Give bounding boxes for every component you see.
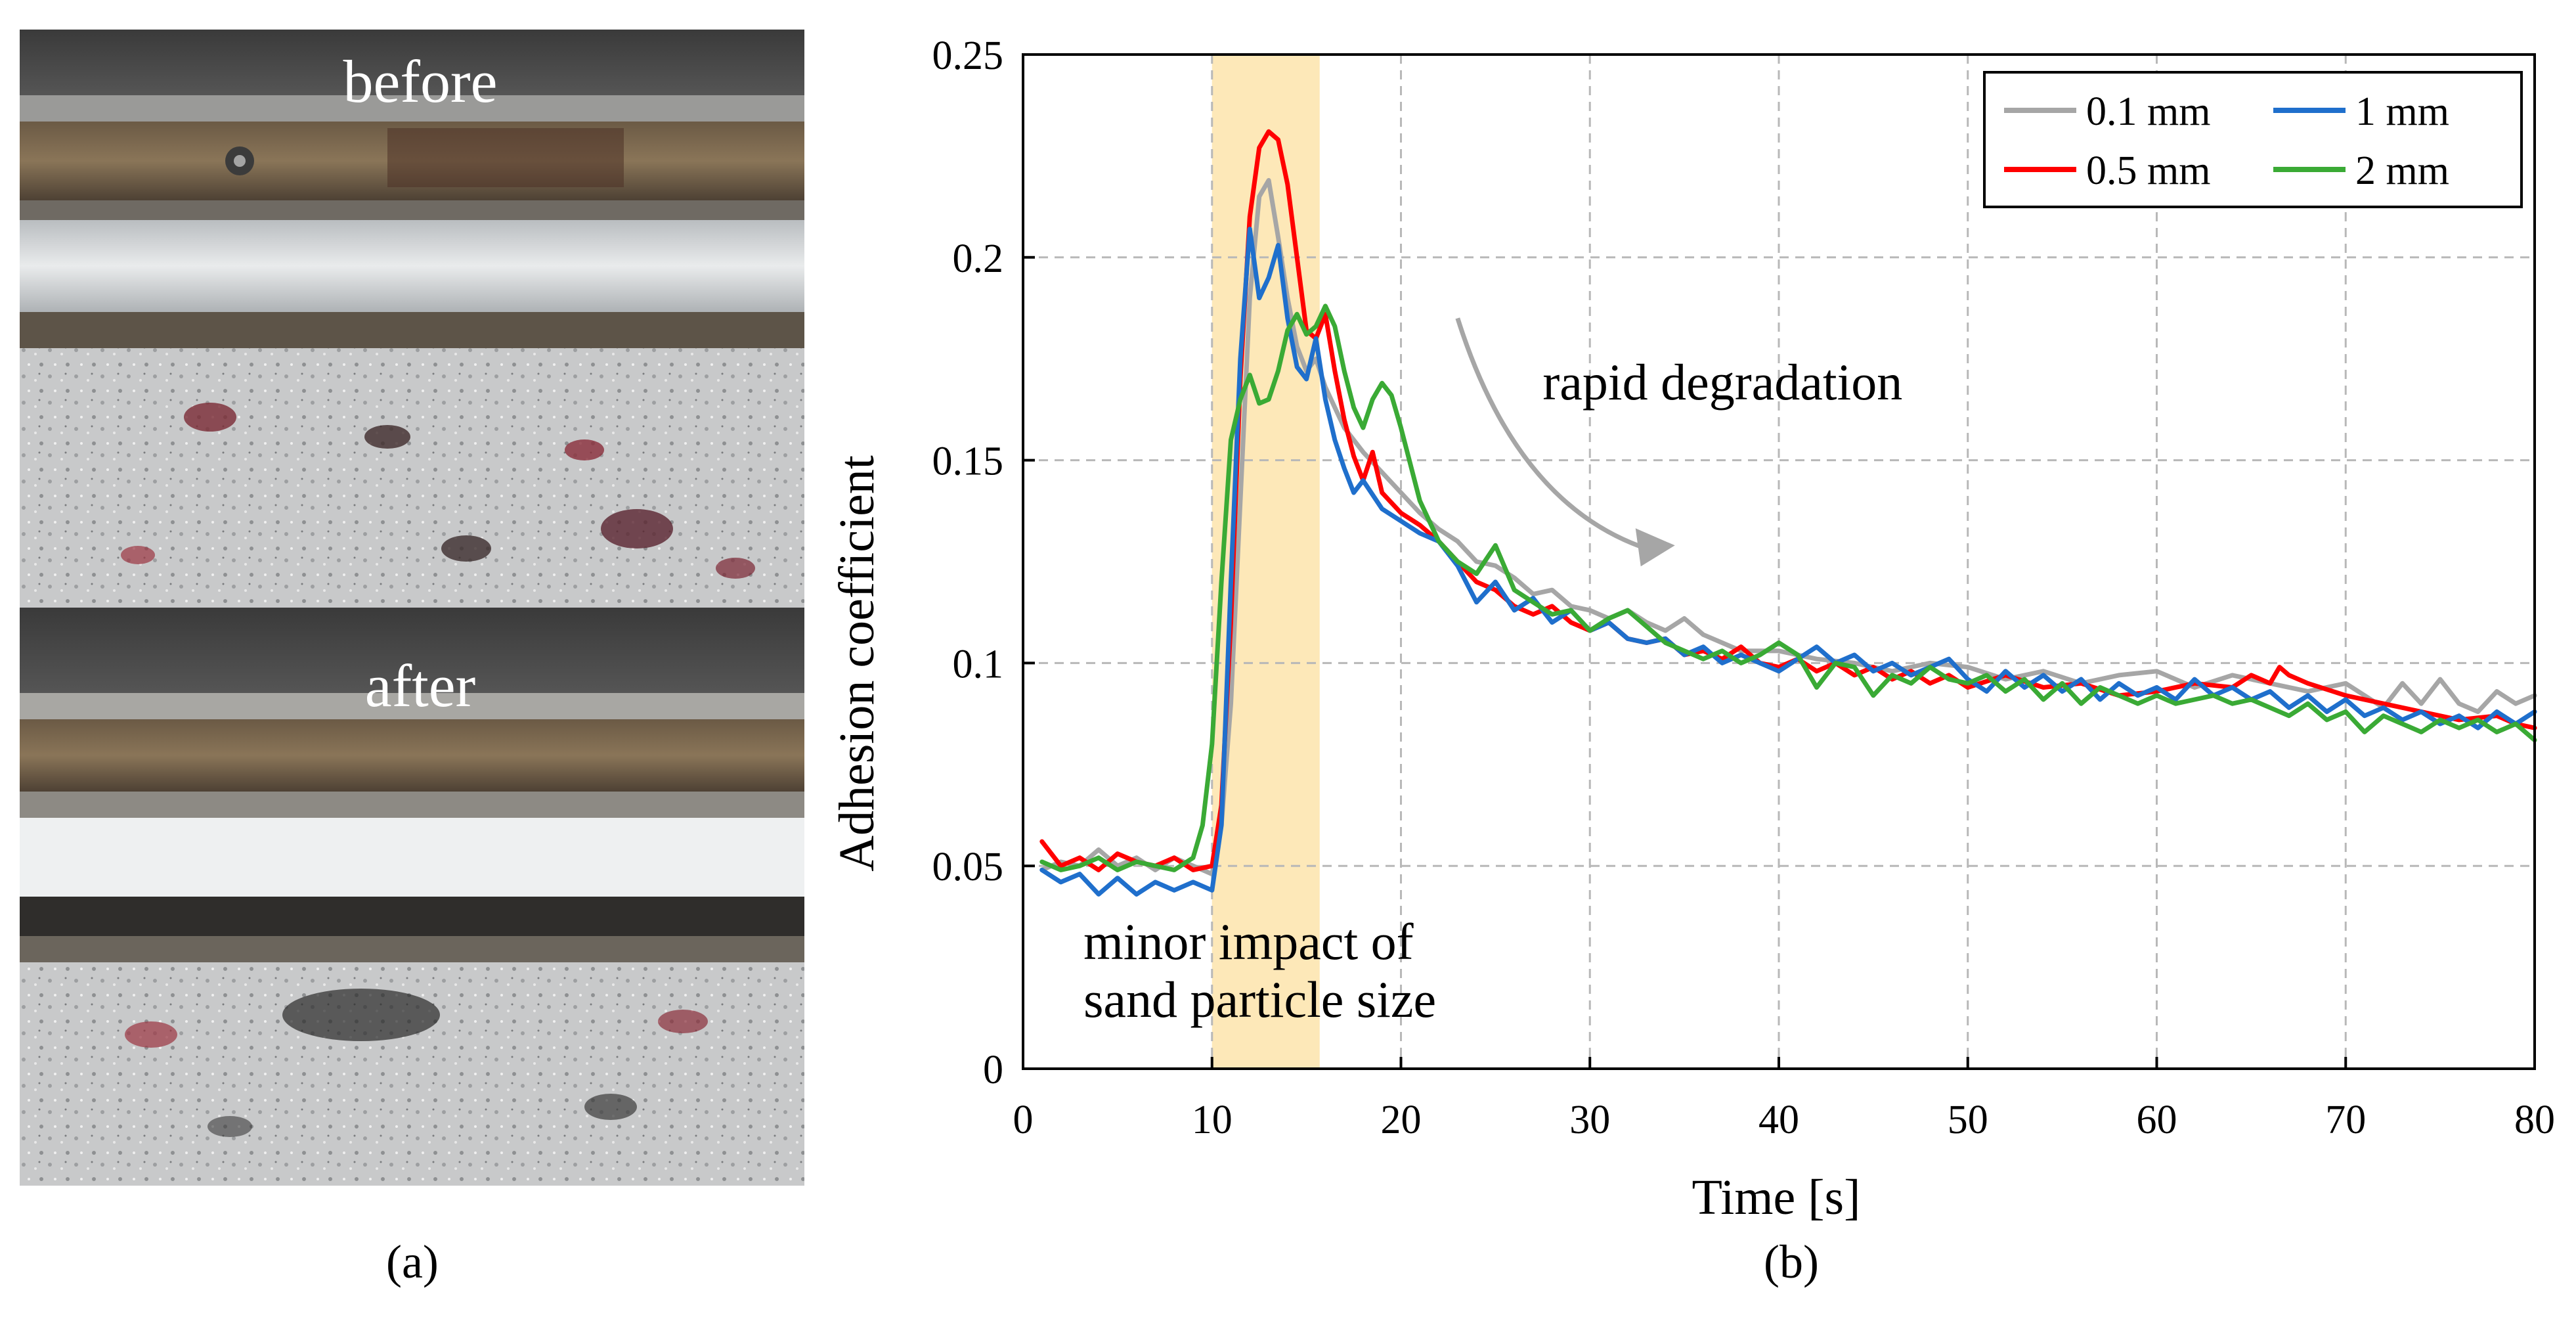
x-tick-label: 10 xyxy=(1192,1098,1233,1142)
panel-a-label: (a) xyxy=(386,1236,439,1288)
tick-labels: 0 10 20 30 40 50 60 70 80 0 0.05 0.1 0.15 0.2 0.25 xyxy=(932,34,2556,1142)
y-tick-label: 0.1 xyxy=(953,642,1004,686)
wheel-photo: before after xyxy=(20,30,804,1186)
y-tick-label: 0.2 xyxy=(953,236,1004,281)
x-tick-label: 50 xyxy=(1948,1098,1988,1142)
y-tick-label: 0.05 xyxy=(932,845,1004,889)
y-tick-label: 0.15 xyxy=(932,439,1004,484)
legend-label: 2 mm xyxy=(2355,148,2449,193)
x-tick-label: 70 xyxy=(2325,1098,2366,1142)
annotation-rapid-degradation: rapid degradation xyxy=(1542,353,1902,411)
series-layer xyxy=(1039,129,2537,897)
y-axis-title: Adhesion coefficient xyxy=(829,455,884,872)
series-line-0-1-mm xyxy=(1039,178,2537,877)
photo-before-half xyxy=(20,30,804,608)
annotation-minor-impact-line: minor impact of xyxy=(1083,913,1414,970)
series-line-2-mm xyxy=(1039,303,2537,872)
photo-after-half xyxy=(20,608,804,1186)
legend[interactable]: 0.1 mm 0.5 mm 1 mm 2 mm xyxy=(1983,71,2523,208)
annotation-minor-impact-line: sand particle size xyxy=(1083,971,1436,1028)
before-caption: before xyxy=(343,48,498,115)
x-tick-label: 0 xyxy=(1013,1098,1034,1142)
legend-label: 0.1 mm xyxy=(2086,89,2210,134)
x-tick-label: 30 xyxy=(1569,1098,1610,1142)
grid-layer xyxy=(1023,55,2535,1069)
x-tick-label: 40 xyxy=(1758,1098,1799,1142)
x-axis-title: Time [s] xyxy=(1692,1170,1861,1225)
x-tick-label: 60 xyxy=(2137,1098,2177,1142)
legend-label: 0.5 mm xyxy=(2086,148,2210,193)
degradation-arrow-shaft xyxy=(1455,317,1649,552)
legend-box xyxy=(1983,71,2523,208)
legend-label: 1 mm xyxy=(2355,89,2449,134)
x-tick-label: 20 xyxy=(1381,1098,1422,1142)
panel-b-label: (b) xyxy=(1764,1236,1819,1288)
degradation-arrow-head xyxy=(1635,528,1675,567)
axes-layer xyxy=(1022,53,2536,1070)
y-tick-label: 0.25 xyxy=(932,34,1004,78)
wheel-photo-panel: before after xyxy=(20,30,804,1186)
y-tick-label: 0 xyxy=(983,1048,1003,1092)
after-caption: after xyxy=(365,652,476,719)
x-tick-label: 80 xyxy=(2514,1098,2555,1142)
